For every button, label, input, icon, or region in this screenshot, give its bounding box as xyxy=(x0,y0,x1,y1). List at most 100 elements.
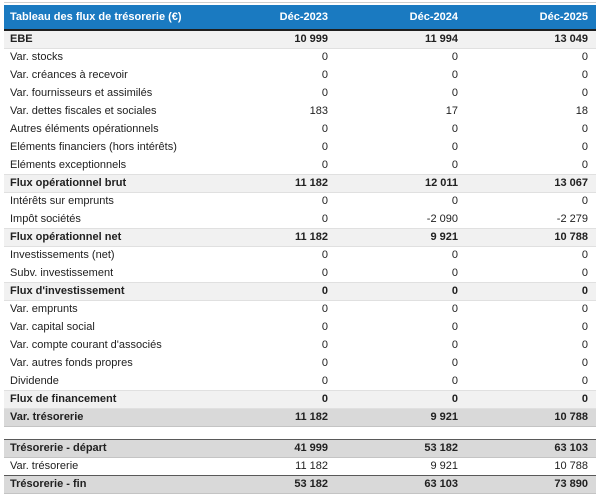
row-value: 0 xyxy=(466,318,596,336)
spacer-cell xyxy=(4,426,596,439)
row-label: Var. capital social xyxy=(4,318,206,336)
row-value: 0 xyxy=(206,192,336,210)
table-row: Flux de financement 0 0 0 xyxy=(4,389,596,409)
table-row: Var. autres fonds propres 0 0 0 xyxy=(4,354,596,372)
row-label: Var. créances à recevoir xyxy=(4,66,206,84)
row-value: 0 xyxy=(466,48,596,66)
row-label: Intérêts sur emprunts xyxy=(4,192,206,210)
row-value: 0 xyxy=(466,246,596,264)
row-label: Subv. investissement xyxy=(4,264,206,282)
row-label: Dividende xyxy=(4,372,206,390)
row-value: 11 182 xyxy=(206,407,336,427)
row-label: EBE xyxy=(4,29,206,49)
row-value: -2 279 xyxy=(466,210,596,228)
row-value: 183 xyxy=(206,102,336,120)
row-label: Var. stocks xyxy=(4,48,206,66)
table-row: Intérêts sur emprunts 0 0 0 xyxy=(4,192,596,210)
row-value: 0 xyxy=(466,66,596,84)
row-label: Trésorerie - fin xyxy=(4,474,206,494)
row-label: Flux de financement xyxy=(4,389,206,409)
row-value: 0 xyxy=(206,354,336,372)
row-label: Var. fournisseurs et assimilés xyxy=(4,84,206,102)
table-row: Flux opérationnel net 11 182 9 921 10 788 xyxy=(4,227,596,247)
row-value: 9 921 xyxy=(336,457,466,475)
row-value: 0 xyxy=(466,354,596,372)
row-value: 0 xyxy=(206,48,336,66)
row-value: 0 xyxy=(336,354,466,372)
row-value: 63 103 xyxy=(466,438,596,458)
row-value: 0 xyxy=(206,336,336,354)
row-value: 0 xyxy=(466,120,596,138)
row-value: 9 921 xyxy=(336,407,466,427)
row-value: 13 049 xyxy=(466,29,596,49)
row-label: Autres éléments opérationnels xyxy=(4,120,206,138)
row-value: 53 182 xyxy=(336,438,466,458)
row-value: 0 xyxy=(206,210,336,228)
row-value: 0 xyxy=(466,138,596,156)
row-value: 0 xyxy=(466,264,596,282)
row-value: 0 xyxy=(206,156,336,174)
table-row: Investissements (net) 0 0 0 xyxy=(4,246,596,264)
table-row: Eléments financiers (hors intérêts) 0 0 0 xyxy=(4,138,596,156)
cash-flow-table: Tableau des flux de trésorerie (€) Déc-2… xyxy=(4,5,596,494)
row-value: 0 xyxy=(206,281,336,301)
row-value: 0 xyxy=(466,372,596,390)
table-row: Var. stocks 0 0 0 xyxy=(4,48,596,66)
row-value: 11 994 xyxy=(336,29,466,49)
row-label: Impôt sociétés xyxy=(4,210,206,228)
row-value: 0 xyxy=(336,48,466,66)
row-value: 10 788 xyxy=(466,407,596,427)
row-value: 0 xyxy=(466,389,596,409)
row-value: 0 xyxy=(206,264,336,282)
row-value: 73 890 xyxy=(466,474,596,494)
row-value: 0 xyxy=(336,84,466,102)
row-value: 0 xyxy=(336,336,466,354)
row-value: 0 xyxy=(336,66,466,84)
row-value: 0 xyxy=(466,300,596,318)
column-header-dec-2024: Déc-2024 xyxy=(336,5,466,31)
table-row: Subv. investissement 0 0 0 xyxy=(4,264,596,282)
row-value: 0 xyxy=(466,336,596,354)
row-value: 0 xyxy=(206,84,336,102)
table-row: Dividende 0 0 0 xyxy=(4,372,596,390)
table-row: EBE 10 999 11 994 13 049 xyxy=(4,29,596,49)
row-value: 0 xyxy=(336,138,466,156)
row-value: 0 xyxy=(206,318,336,336)
table-row: Var. compte courant d'associés 0 0 0 xyxy=(4,336,596,354)
row-value: 9 921 xyxy=(336,227,466,247)
row-value: 0 xyxy=(206,120,336,138)
row-value: 0 xyxy=(206,66,336,84)
row-value: 63 103 xyxy=(336,474,466,494)
row-value: 0 xyxy=(336,156,466,174)
table-row: Var. trésorerie 11 182 9 921 10 788 xyxy=(4,407,596,427)
row-value: 0 xyxy=(336,192,466,210)
row-value: 0 xyxy=(336,300,466,318)
row-label: Flux opérationnel net xyxy=(4,227,206,247)
table-row: Impôt sociétés 0 -2 090 -2 279 xyxy=(4,210,596,228)
row-label: Var. emprunts xyxy=(4,300,206,318)
row-label: Investissements (net) xyxy=(4,246,206,264)
row-value: 0 xyxy=(336,318,466,336)
row-value: 53 182 xyxy=(206,474,336,494)
table-row: Var. trésorerie 11 182 9 921 10 788 xyxy=(4,457,596,475)
row-value: 0 xyxy=(336,389,466,409)
table-header-row: Tableau des flux de trésorerie (€) Déc-2… xyxy=(4,5,596,31)
row-value: 0 xyxy=(206,300,336,318)
row-value: 0 xyxy=(206,372,336,390)
row-value: 0 xyxy=(206,389,336,409)
table-row: Eléments exceptionnels 0 0 0 xyxy=(4,156,596,174)
row-value: 0 xyxy=(336,264,466,282)
spacer-row xyxy=(4,426,596,439)
row-value: 18 xyxy=(466,102,596,120)
row-label: Trésorerie - départ xyxy=(4,438,206,458)
row-value: -2 090 xyxy=(336,210,466,228)
row-value: 11 182 xyxy=(206,457,336,475)
row-value: 0 xyxy=(206,138,336,156)
table-row: Flux d'investissement 0 0 0 xyxy=(4,281,596,301)
row-value: 0 xyxy=(206,246,336,264)
row-label: Var. compte courant d'associés xyxy=(4,336,206,354)
column-header-dec-2023: Déc-2023 xyxy=(206,5,336,31)
row-label: Var. dettes fiscales et sociales xyxy=(4,102,206,120)
table-row: Autres éléments opérationnels 0 0 0 xyxy=(4,120,596,138)
